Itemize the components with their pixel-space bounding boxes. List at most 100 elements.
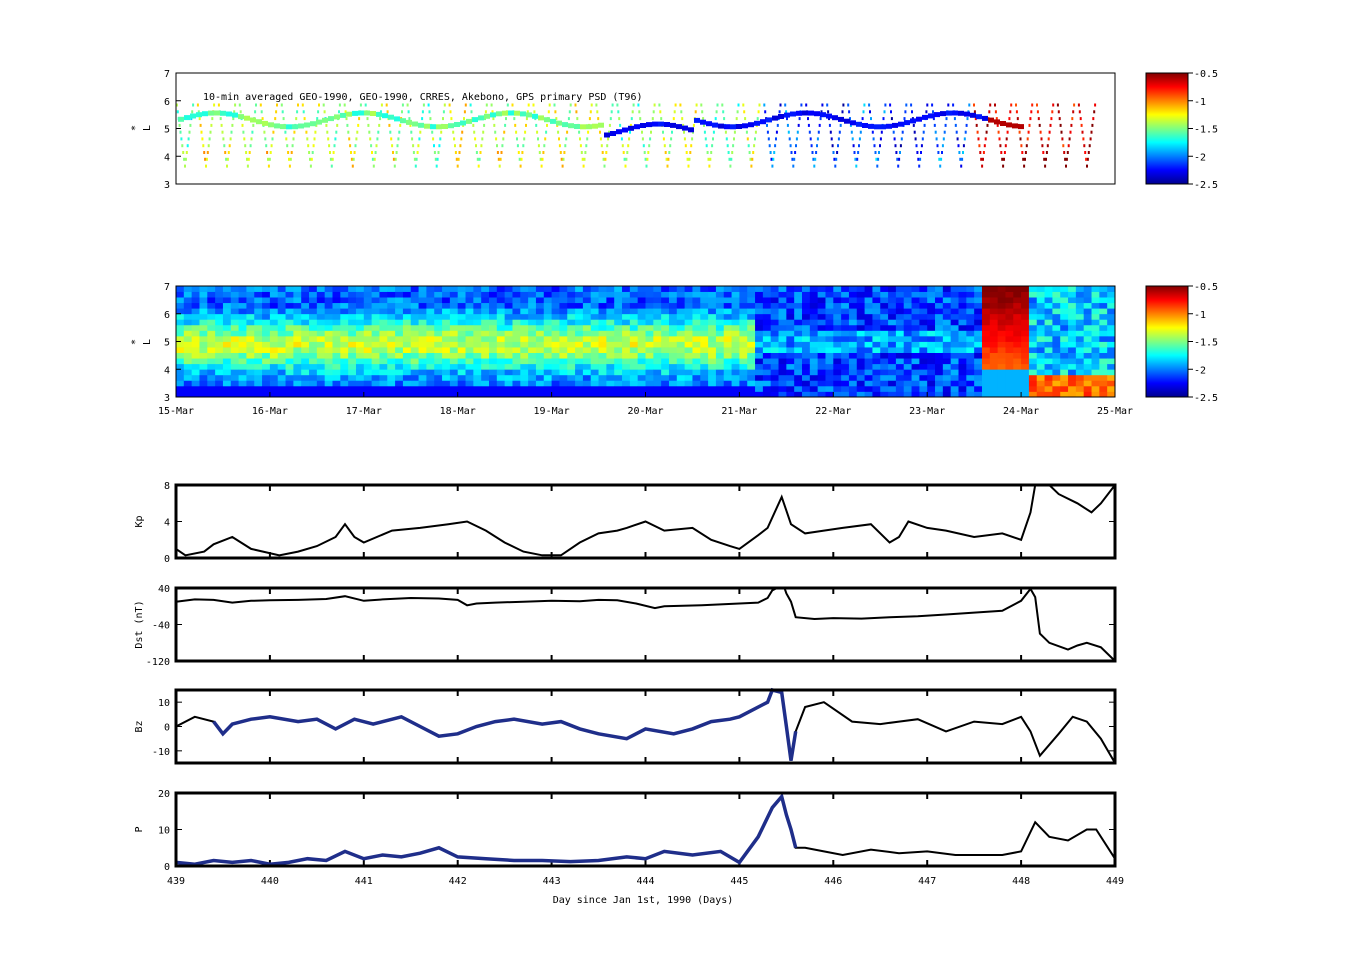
- psd-cell: [739, 385, 748, 392]
- psd-cell: [676, 385, 686, 392]
- psd-cell: [1036, 380, 1045, 387]
- psd-cell: [927, 341, 936, 348]
- psd-cell: [254, 347, 263, 353]
- psd-cell: [1005, 302, 1014, 309]
- psd-cell: [567, 313, 576, 320]
- pressure-highlight-line: [175, 792, 798, 866]
- psd-cell: [641, 130, 643, 134]
- psd-cell: [981, 374, 991, 381]
- psd-cell: [950, 347, 959, 353]
- psd-cell: [1005, 352, 1014, 359]
- psd-cell: [862, 110, 865, 114]
- psd-cell: [708, 319, 717, 326]
- psd-cell: [872, 391, 881, 398]
- psd-cell: [950, 335, 959, 342]
- psd-cell: [285, 291, 294, 298]
- psd-cell: [293, 347, 302, 353]
- psd-cell: [396, 144, 399, 148]
- psd-cell: [542, 151, 545, 154]
- psd-cell: [731, 391, 740, 398]
- psd-cell: [1005, 374, 1014, 381]
- psd-cell: [919, 347, 928, 353]
- psd-cell: [309, 286, 318, 292]
- psd-cell: [551, 330, 560, 337]
- psd-cell: [646, 157, 649, 161]
- psd-cell: [897, 164, 900, 168]
- psd-cell: [473, 391, 482, 398]
- psd-cell: [809, 380, 819, 387]
- psd-cell: [590, 391, 599, 398]
- psd-cell: [895, 374, 905, 381]
- psd-cell: [285, 286, 294, 292]
- psd-cell: [367, 123, 370, 127]
- psd-cell: [198, 117, 201, 121]
- psd-cell: [316, 369, 326, 376]
- psd-cell: [504, 363, 513, 370]
- psd-cell: [848, 330, 858, 337]
- psd-cell: [833, 369, 842, 376]
- psd-cell: [826, 103, 829, 107]
- psd-cell: [700, 286, 709, 292]
- psd-cell: [479, 151, 482, 154]
- psd-cell: [1052, 380, 1061, 387]
- psd-cell: [997, 302, 1006, 309]
- psd-cell: [896, 157, 899, 161]
- psd-cell: [426, 363, 435, 370]
- psd-cell: [623, 157, 626, 161]
- psd-cell: [739, 380, 748, 387]
- psd-cell: [414, 164, 417, 168]
- colorbar-tick-label: -1.5: [1194, 338, 1218, 349]
- psd-cell: [950, 374, 959, 381]
- psd-cell: [606, 319, 615, 326]
- psd-cell: [402, 369, 412, 376]
- psd-cell: [277, 391, 286, 398]
- psd-cell: [692, 286, 701, 292]
- psd-cell: [1021, 297, 1030, 304]
- psd-cell: [817, 297, 826, 304]
- psd-cell: [457, 286, 466, 292]
- psd-full-heatmap: [176, 286, 1116, 398]
- psd-cell: [285, 347, 294, 353]
- psd-cell: [543, 286, 552, 292]
- psd-cell: [966, 297, 975, 304]
- y-tick-label: 5: [164, 338, 170, 349]
- psd-cell: [1107, 324, 1116, 331]
- psd-cell: [489, 330, 498, 337]
- psd-cell: [582, 324, 592, 331]
- psd-cell: [919, 319, 928, 326]
- psd-cell: [463, 110, 466, 114]
- psd-cell: [176, 302, 185, 309]
- psd-cell: [1044, 369, 1053, 376]
- psd-cell: [1099, 380, 1108, 387]
- psd-cell: [465, 358, 474, 365]
- psd-cell: [481, 319, 490, 326]
- psd-cell: [1060, 363, 1069, 370]
- psd-cell: [652, 110, 655, 114]
- psd-cell: [473, 286, 482, 292]
- psd-cell: [426, 319, 435, 326]
- psd-cell: [942, 297, 952, 304]
- psd-cell: [309, 164, 312, 168]
- psd-cell: [292, 137, 295, 141]
- psd-cell: [911, 374, 920, 381]
- psd-cell: [598, 358, 607, 365]
- psd-cell: [974, 358, 983, 365]
- psd-cell: [370, 111, 376, 116]
- psd-cell: [246, 358, 255, 365]
- psd-cell: [919, 335, 928, 342]
- psd-cell: [183, 347, 193, 353]
- psd-cell: [274, 123, 280, 129]
- psd-cell: [1078, 110, 1081, 114]
- day-x-tick-label: 445: [730, 876, 748, 887]
- psd-cell: [825, 385, 834, 392]
- psd-cell: [410, 369, 419, 376]
- psd-cell: [935, 308, 944, 315]
- psd-cell: [755, 319, 764, 326]
- psd-cell: [977, 137, 980, 141]
- psd-cell: [841, 319, 850, 326]
- psd-cell: [1021, 380, 1030, 387]
- psd-cell: [262, 335, 271, 342]
- psd-cell: [226, 111, 232, 117]
- colorbar-tick-label: -2.5: [1194, 180, 1218, 191]
